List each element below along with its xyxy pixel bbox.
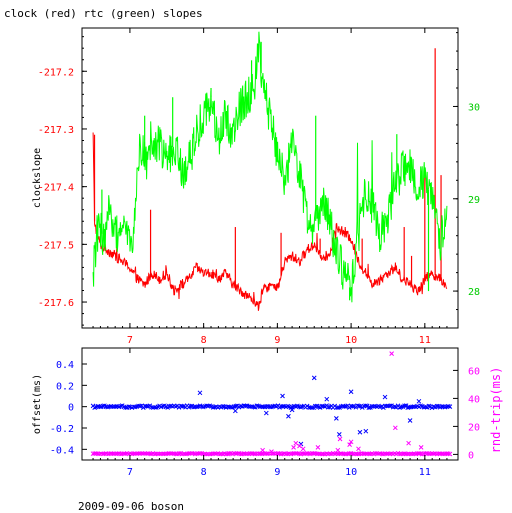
- y2-axis-label: rnd-trip(ms): [489, 367, 503, 454]
- y-left-tick-label: 0.2: [56, 381, 74, 392]
- y-left-tick-label: -217.5: [38, 240, 74, 251]
- point-rnd-trip: [392, 425, 398, 431]
- point-rnd-trip: [269, 449, 274, 454]
- point-rnd-trip: [348, 439, 354, 445]
- point-offset: [311, 375, 317, 381]
- point-offset: [286, 413, 291, 419]
- point-offset: [363, 428, 369, 434]
- point-offset: [382, 394, 388, 400]
- y-left-tick-label: -217.2: [38, 67, 74, 78]
- point-offset: [232, 408, 238, 414]
- y-right-tick-label: 29: [468, 195, 480, 206]
- point-rnd-trip: [337, 436, 343, 442]
- series-line-clock: [92, 132, 448, 311]
- point-offset: [357, 429, 363, 435]
- point-rnd-trip: [389, 351, 395, 356]
- x-tick-label: 7: [127, 467, 133, 478]
- point-offset: [416, 398, 422, 404]
- slopes-plot: 7 8 9 10 11 -217.6 -217.5 -217.4 -217.3 -217.2 28 2…: [32, 27, 480, 346]
- point-rnd-trip: [356, 446, 361, 452]
- x-tick-label: 10: [345, 467, 357, 478]
- y-right-tick-label: 40: [468, 394, 480, 405]
- point-offset: [280, 393, 285, 399]
- y-left-tick-label: -0.4: [50, 445, 74, 456]
- y-left-tick-label: -217.4: [38, 183, 74, 194]
- y-left-tick-label: 0.4: [56, 360, 74, 371]
- footer-caption: 2009-09-06 boson: [78, 500, 184, 513]
- y-right-tick-label: 0: [468, 450, 474, 461]
- point-offset: [324, 396, 330, 402]
- x-tick-label: 11: [419, 335, 431, 346]
- point-offset: [289, 407, 295, 413]
- baseline-markers-rnd-trip: [90, 450, 453, 457]
- y-right-tick-label: 20: [468, 422, 480, 433]
- x-tick-label: 11: [419, 467, 431, 478]
- x-tick-label: 9: [274, 467, 280, 478]
- baseline-markers-offset: [90, 403, 453, 411]
- point-rnd-trip: [315, 445, 321, 450]
- x-tick-label: 8: [201, 467, 207, 478]
- point-rnd-trip: [335, 447, 341, 453]
- point-offset: [348, 389, 354, 395]
- point-rnd-trip: [418, 445, 424, 450]
- point-offset: [263, 410, 269, 416]
- offset-plot: 7 8 9 10 11 -0.4 -0.2 0 0.2 0.4 0 20 40 60 offset(ms) r…: [32, 347, 503, 478]
- y-left-tick-label: 0: [68, 403, 74, 414]
- point-rnd-trip: [297, 443, 302, 449]
- point-rnd-trip: [300, 446, 306, 452]
- y-axis-label: offset(ms): [32, 374, 43, 434]
- y-right-tick-label: 28: [468, 287, 480, 298]
- point-offset: [407, 418, 413, 423]
- point-offset: [336, 432, 342, 437]
- point-rnd-trip: [347, 442, 352, 447]
- y-right-tick-label: 30: [468, 102, 480, 113]
- y-axis-label: clockslope: [32, 148, 43, 208]
- y-left-tick-label: -217.3: [38, 125, 74, 136]
- x-tick-label: 10: [345, 335, 357, 346]
- point-offset: [333, 416, 339, 421]
- point-rnd-trip: [291, 445, 296, 450]
- x-tick-label: 7: [127, 335, 133, 346]
- point-rnd-trip: [293, 440, 299, 446]
- point-rnd-trip: [260, 447, 265, 453]
- y-left-tick-label: -217.6: [38, 298, 74, 309]
- x-tick-label: 8: [201, 335, 207, 346]
- page-title: clock (red) rtc (green) slopes: [4, 7, 203, 20]
- y-left-tick-label: -0.2: [50, 424, 74, 435]
- x-tick-label: 9: [274, 335, 280, 346]
- point-offset: [197, 390, 203, 396]
- y-right-tick-label: 60: [468, 366, 480, 377]
- series-line-rtc: [92, 31, 448, 303]
- point-rnd-trip: [406, 440, 411, 446]
